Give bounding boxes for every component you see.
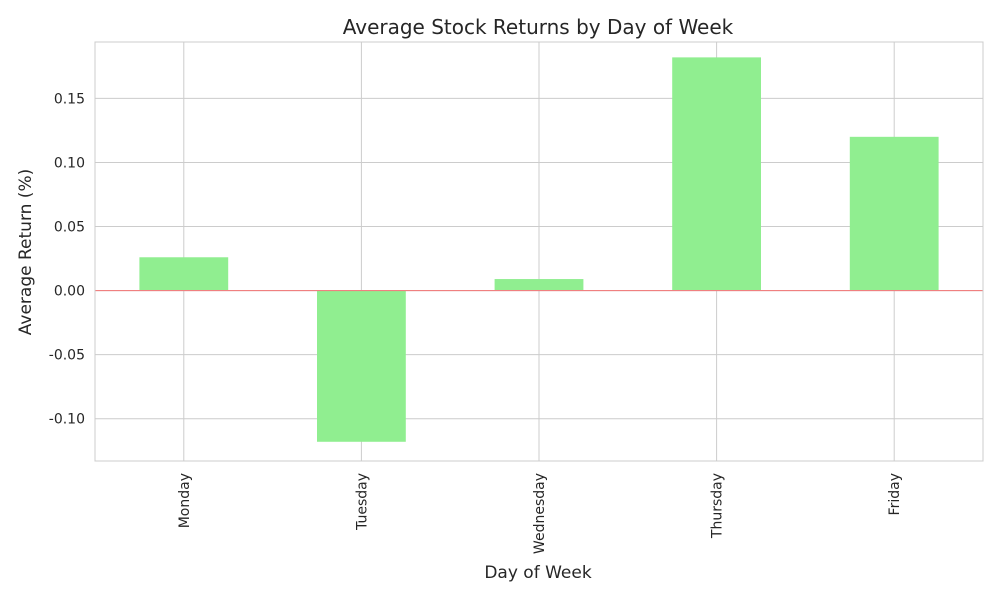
y-tick-label: 0.10 xyxy=(54,155,85,171)
bar-friday xyxy=(849,136,939,291)
y-tick-label: -0.05 xyxy=(49,348,85,364)
y-tick-label: 0.05 xyxy=(54,220,85,236)
y-axis-label: Average Return (%) xyxy=(16,169,36,335)
x-tick-labels: Monday Tuesday Wednesday Thursday Friday xyxy=(177,473,903,554)
y-tick-label: 0.15 xyxy=(54,91,85,107)
bar-wednesday xyxy=(494,279,584,291)
bar-thursday xyxy=(672,57,761,291)
y-tick-labels: -0.10 -0.05 0.00 0.05 0.10 0.15 xyxy=(49,91,85,427)
x-tick-label-wednesday: Wednesday xyxy=(532,473,548,554)
x-tick-label-thursday: Thursday xyxy=(710,473,726,539)
bars-layer xyxy=(139,57,939,442)
bar-monday xyxy=(139,257,229,291)
chart-title: Average Stock Returns by Day of Week xyxy=(343,15,734,39)
x-axis-label: Day of Week xyxy=(484,563,591,583)
x-tick-label-tuesday: Tuesday xyxy=(354,473,370,531)
y-tick-label: -0.10 xyxy=(49,412,85,428)
bar-tuesday xyxy=(317,290,406,442)
x-tick-label-monday: Monday xyxy=(177,473,193,528)
plot-frame xyxy=(94,41,984,462)
y-tick-label: 0.00 xyxy=(54,284,85,300)
x-tick-label-friday: Friday xyxy=(887,473,903,515)
